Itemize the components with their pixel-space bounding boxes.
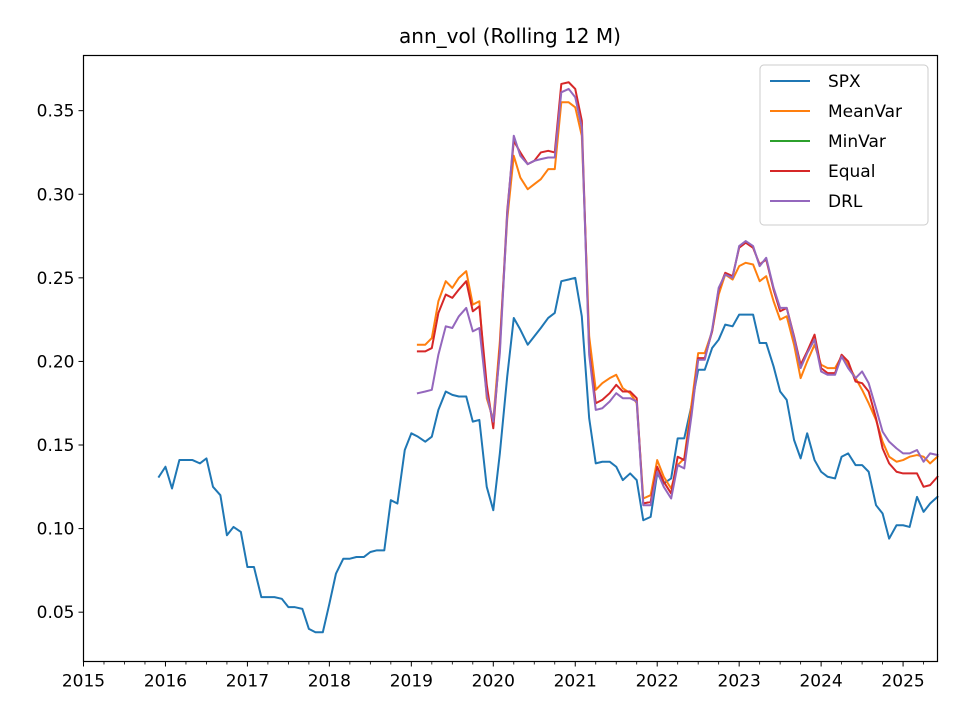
x-tick-label: 2017 xyxy=(226,672,269,692)
x-tick-label: 2018 xyxy=(308,672,351,692)
y-tick-label: 0.10 xyxy=(37,520,75,540)
y-axis: 0.05 0.10 0.15 0.20 0.25 0.30 0.35 xyxy=(37,102,84,623)
legend-label-meanvar: MeanVar xyxy=(828,102,902,122)
chart-title: ann_vol (Rolling 12 M) xyxy=(399,24,621,48)
plot-frame xyxy=(82,54,939,663)
x-tick-label: 2025 xyxy=(881,672,924,692)
legend: SPX MeanVar MinVar Equal DRL xyxy=(759,64,929,226)
y-tick-label: 0.35 xyxy=(37,102,75,122)
x-axis: 2015 2016 2017 2018 2019 2020 2021 2022 2023 2024… xyxy=(62,661,925,692)
legend-label-drl: DRL xyxy=(828,192,863,212)
x-tick-label: 2023 xyxy=(718,672,761,692)
y-tick-label: 0.25 xyxy=(37,269,75,289)
x-tick-label: 2022 xyxy=(636,672,679,692)
series-line-drl xyxy=(416,87,939,507)
legend-label-equal: Equal xyxy=(828,162,875,182)
x-tick-label: 2020 xyxy=(472,672,515,692)
x-tick-label: 2016 xyxy=(144,672,187,692)
y-tick-label: 0.05 xyxy=(37,603,75,623)
y-tick-label: 0.30 xyxy=(37,185,75,205)
y-tick-label: 0.20 xyxy=(37,352,75,372)
x-tick-label: 2019 xyxy=(390,672,433,692)
legend-label-spx: SPX xyxy=(828,72,861,92)
x-tick-label: 2015 xyxy=(62,672,105,692)
y-tick-label: 0.15 xyxy=(37,436,75,456)
series-layer xyxy=(157,81,939,634)
legend-label-minvar: MinVar xyxy=(828,132,886,152)
series-line-spx xyxy=(157,276,939,634)
x-tick-label: 2021 xyxy=(554,672,597,692)
legend-box xyxy=(759,64,929,226)
x-tick-label: 2024 xyxy=(799,672,842,692)
